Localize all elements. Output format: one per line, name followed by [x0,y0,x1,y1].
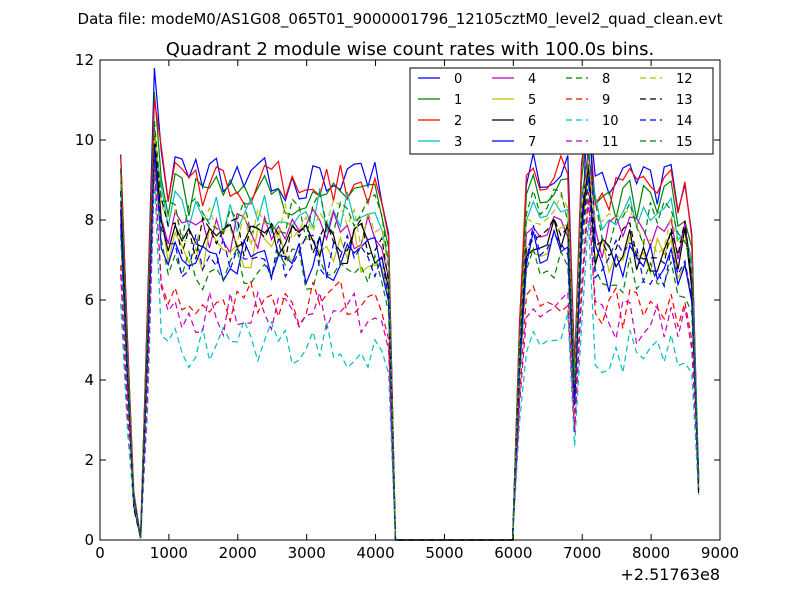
legend-frame [409,67,714,155]
x-ticks: 0 1000 2000 3000 4000 5000 6000 7000 8000 9000 [95,60,739,562]
y-tick-label-0: 0 [84,531,94,549]
legend-label-6: 6 [528,114,536,129]
legend-label-5: 5 [528,93,536,108]
x-tick-label-3: 3000 [288,544,326,562]
legend-label-4: 4 [528,72,536,87]
legend-label-11: 11 [602,135,619,150]
legend-label-14: 14 [676,114,693,129]
series-line-5 [120,147,700,541]
x-tick-label-4: 4000 [356,544,394,562]
x-tick-label-0: 0 [95,544,105,562]
suptitle: Data file: modeM0/AS1G08_065T01_90000017… [78,10,723,29]
series-line-3 [120,139,700,541]
series-line-12 [120,131,700,541]
series-line-7 [120,87,700,541]
x-tick-label-9: 9000 [701,544,739,562]
y-tick-label-3: 6 [84,291,94,309]
legend-label-9: 9 [602,93,610,108]
x-tick-label-8: 8000 [632,544,670,562]
x-tick-label-1: 1000 [150,544,188,562]
y-tick-label-1: 2 [84,451,94,469]
y-tick-label-2: 4 [84,371,94,389]
series-line-15 [120,119,700,541]
legend-label-15: 15 [676,135,693,150]
legend-label-10: 10 [602,114,619,129]
legend-label-2: 2 [454,114,462,129]
y-tick-label-5: 10 [75,131,94,149]
x-tick-label-6: 6000 [494,544,532,562]
legend-label-13: 13 [676,93,693,108]
series-line-9 [120,167,700,541]
y-tick-label-4: 8 [84,211,94,229]
y-tick-label-6: 12 [75,51,94,69]
series-line-10 [120,175,700,541]
series-line-1 [120,91,700,541]
legend-label-12: 12 [676,72,693,87]
x-tick-label-7: 7000 [563,544,601,562]
x-offset-label: +2.51763e8 [620,565,720,584]
series-line-2 [120,99,700,541]
legend-label-7: 7 [528,135,536,150]
legend-label-8: 8 [602,72,610,87]
series-line-14 [120,151,700,541]
x-tick-label-5: 5000 [425,544,463,562]
x-tick-label-2: 2000 [219,544,257,562]
legend-label-3: 3 [454,135,462,150]
chart-title: Quadrant 2 module wise count rates with … [166,39,655,60]
legend-label-1: 1 [454,93,462,108]
legend-label-0: 0 [454,72,462,87]
